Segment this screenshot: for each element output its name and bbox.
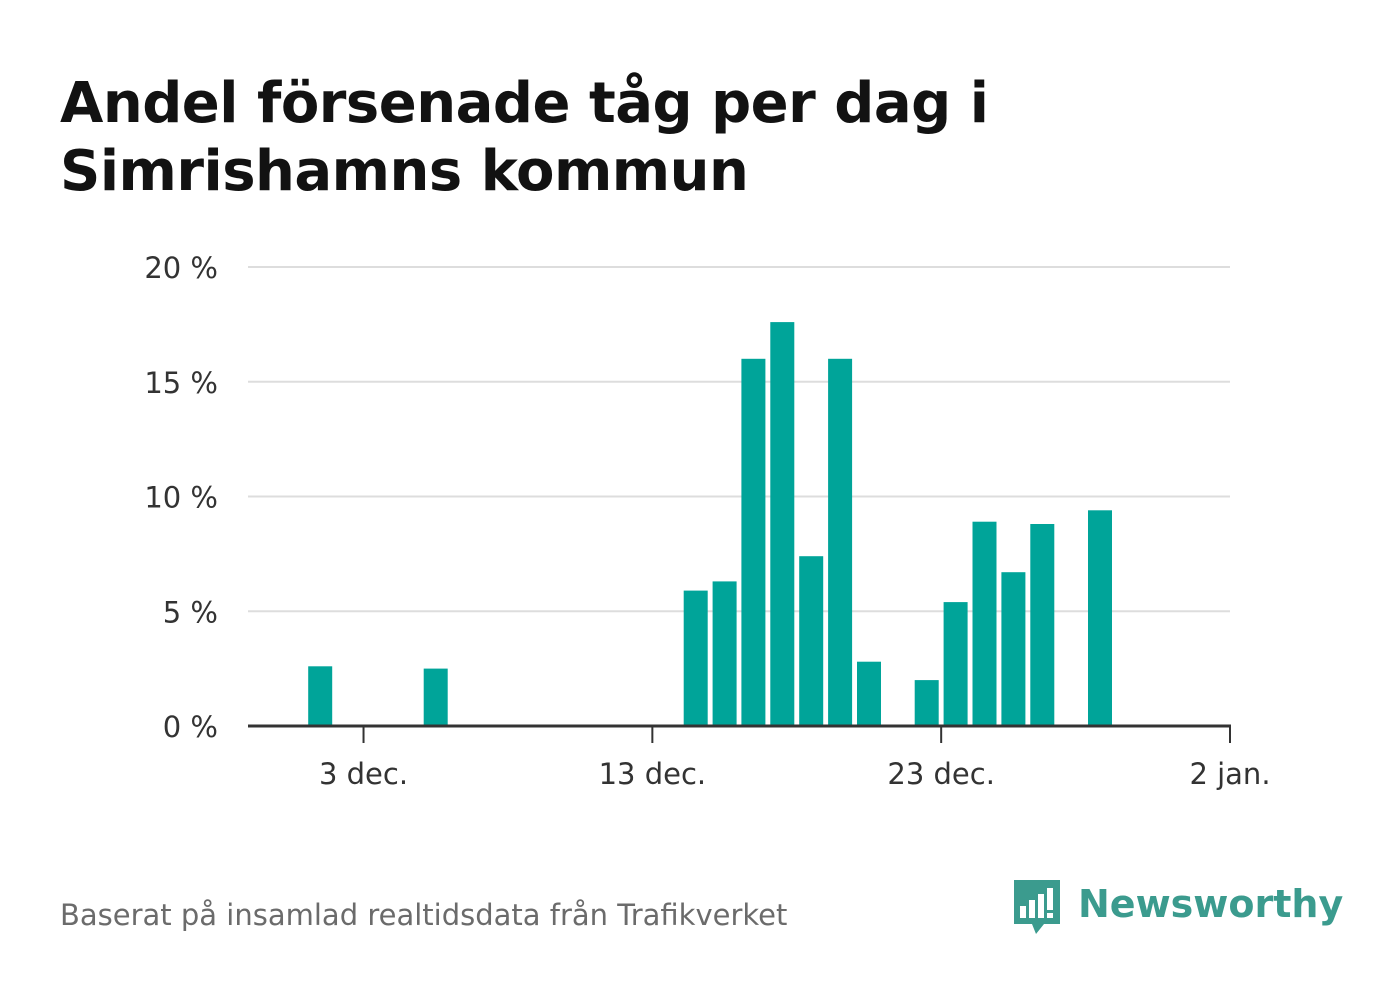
bar-chart: 0 % 5 % 10 % 15 % 20 % 3 dec. 13 dec. 23 dec. 2… [144,251,1271,791]
bar [914,680,939,726]
y-tick-label: 20 % [144,251,218,285]
bar [741,358,766,726]
bar [799,556,824,726]
bar-chart-speech-bubble-icon [1014,880,1060,934]
x-tick-label: 3 dec. [319,757,408,791]
brand-name: Newsworthy [1078,882,1344,926]
x-tick-label: 13 dec. [599,757,707,791]
y-tick-label: 10 % [144,481,218,515]
grid-lines [248,266,1230,613]
bar [1001,572,1026,726]
y-tick-label: 5 % [163,595,218,629]
bar [972,521,997,726]
x-axis [248,724,1231,743]
y-tick-label: 15 % [144,366,218,400]
bar [683,590,708,726]
bar [423,668,448,726]
y-tick-labels: 0 % 5 % 10 % 15 % 20 % [144,251,218,744]
source-note: Baserat på insamlad realtidsdata från Tr… [60,898,788,932]
bar [770,322,795,726]
bar [712,581,737,726]
y-tick-label: 0 % [163,710,218,744]
bar [1088,510,1112,726]
x-tick-label: 2 jan. [1189,757,1270,791]
bar [943,602,968,726]
bar [1030,524,1055,726]
x-tick-label: 23 dec. [887,757,995,791]
bar [828,358,853,726]
brand-logo[interactable]: Newsworthy [1012,878,1343,940]
bar [857,661,881,726]
chart-title: Andel försenade tåg per dag i Simrishamn… [60,71,989,204]
bar [308,666,333,726]
x-tick-labels: 3 dec. 13 dec. 23 dec. 2 jan. [319,757,1271,791]
bars [308,322,1112,726]
